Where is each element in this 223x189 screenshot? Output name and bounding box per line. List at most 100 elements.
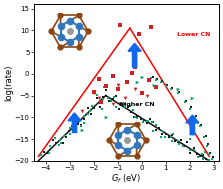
Point [76,122,80,125]
Point [61,141,64,144]
Point [188,107,192,110]
Point [176,92,180,95]
Point [39,153,43,156]
Point [59,141,63,144]
Point [159,81,163,84]
Point [204,157,208,160]
Point [155,79,158,82]
Point [177,91,181,94]
Point [191,96,194,99]
Point [77,119,80,122]
Point [167,136,170,139]
Point [145,120,148,123]
Point [209,151,212,154]
Point [207,159,211,162]
Point [169,88,173,91]
Point [198,125,201,128]
Point [49,144,52,147]
Point [133,66,136,69]
Point [188,137,191,140]
Point [105,88,108,91]
Point [47,151,50,154]
Point [101,98,105,101]
Point [99,101,103,104]
Point [68,132,71,135]
Point [146,119,150,122]
Point [152,83,156,86]
Point [179,139,183,142]
Point [52,139,55,142]
Point [148,118,152,121]
Point [86,106,89,109]
Point [80,109,83,112]
Point [58,138,62,141]
Point [155,124,158,127]
FancyArrow shape [68,113,81,132]
Point [201,157,204,160]
Point [48,145,52,148]
Point [201,154,205,157]
Y-axis label: log(rate): log(rate) [4,64,13,101]
Point [203,135,206,138]
Point [205,144,209,147]
Point [111,103,115,106]
Point [165,83,169,86]
Point [200,152,204,155]
Point [192,146,195,149]
Point [139,118,142,121]
Point [104,84,107,88]
Point [135,80,139,83]
Point [115,105,118,108]
Point [112,95,116,98]
Point [109,100,113,103]
Point [145,122,149,125]
Point [170,134,173,137]
Point [142,118,145,121]
Point [101,95,105,98]
Point [82,121,86,124]
Point [98,106,102,109]
Point [123,96,127,99]
Point [151,75,155,78]
Point [188,148,192,151]
Point [192,148,196,151]
Point [150,25,153,28]
Point [58,143,61,146]
Point [145,94,149,97]
Point [92,91,95,94]
Point [151,120,155,123]
Point [128,105,132,108]
Point [132,108,135,111]
Point [176,140,180,143]
Point [120,104,124,107]
Point [207,160,211,163]
Point [73,120,77,123]
Point [204,134,207,137]
Point [53,136,56,139]
Point [114,95,118,98]
Point [199,123,202,126]
Point [164,84,168,88]
Point [45,152,49,155]
Point [171,140,174,143]
Point [133,116,136,119]
Point [68,126,72,129]
Point [135,116,139,119]
Point [111,98,114,101]
Point [169,136,173,139]
Point [80,125,83,128]
X-axis label: $G_f$ (eV): $G_f$ (eV) [111,172,141,185]
Point [133,115,136,119]
Point [160,130,164,133]
FancyArrow shape [186,115,199,135]
Point [198,154,202,157]
Point [58,139,61,142]
Point [211,156,215,159]
Point [126,81,129,84]
Point [140,92,144,95]
Point [210,157,213,160]
Point [123,105,126,108]
Point [183,101,187,104]
Point [126,106,130,109]
Point [130,71,134,74]
